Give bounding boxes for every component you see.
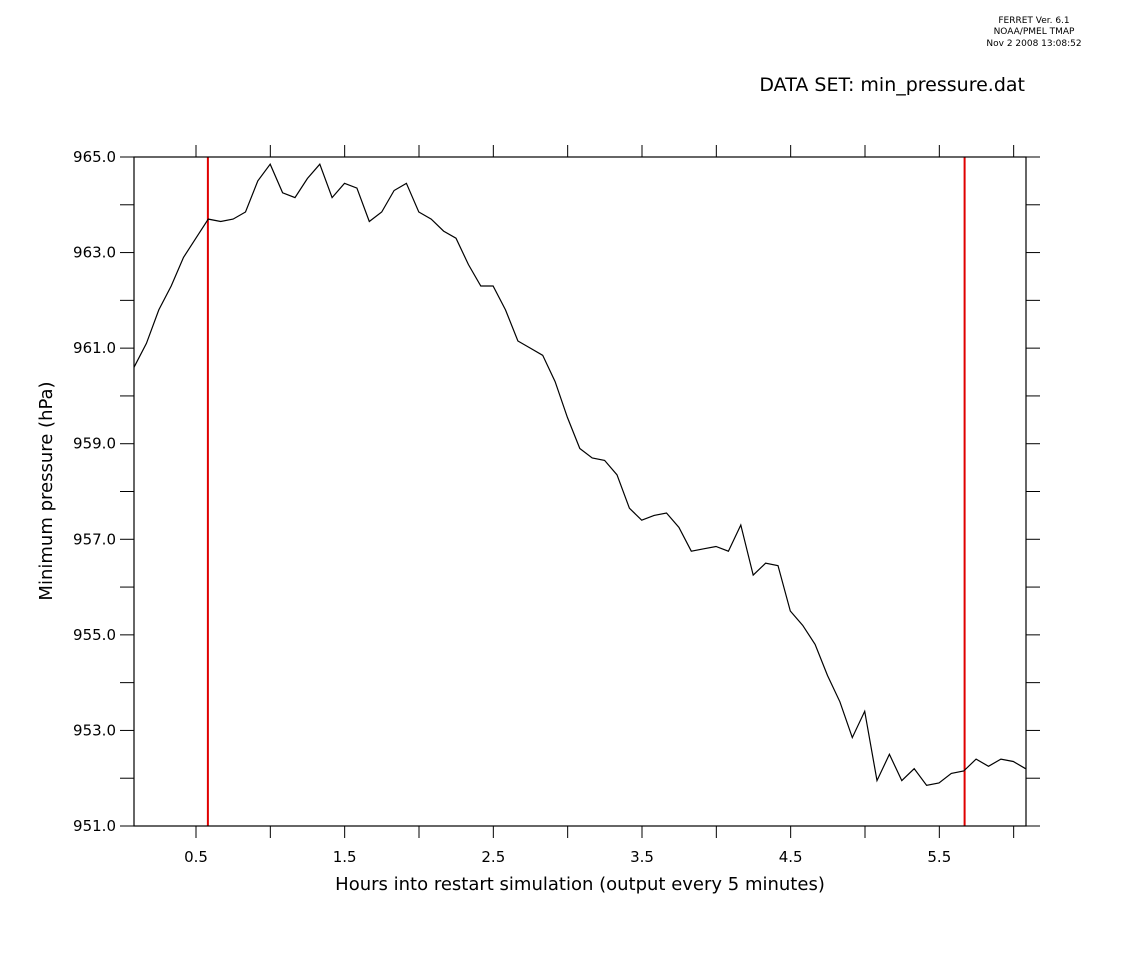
vertical-markers xyxy=(206,157,966,826)
y-tick-label: 957.0 xyxy=(73,530,116,548)
dataset-label: DATA SET: min_pressure.dat xyxy=(759,74,1025,96)
y-tick-label: 963.0 xyxy=(73,244,116,262)
y-tick-label: 953.0 xyxy=(73,721,116,739)
y-tick-label: 961.0 xyxy=(73,339,116,357)
timestamp-stamp: Nov 2 2008 13:08:52 xyxy=(986,39,1081,49)
pressure-series-line xyxy=(133,163,1026,787)
ferret-version-stamp: FERRET Ver. 6.1 xyxy=(998,16,1069,26)
y-tick-label: 965.0 xyxy=(73,148,116,166)
org-stamp: NOAA/PMEL TMAP xyxy=(994,27,1075,37)
x-tick-label: 4.5 xyxy=(779,848,803,866)
y-tick-label: 955.0 xyxy=(73,626,116,644)
y-tick-label: 951.0 xyxy=(73,817,116,835)
x-tick-label: 3.5 xyxy=(630,848,654,866)
x-tick-label: 2.5 xyxy=(481,848,505,866)
x-tick-label: 0.5 xyxy=(184,848,208,866)
x-tick-label: 5.5 xyxy=(927,848,951,866)
x-axis-label: Hours into restart simulation (output ev… xyxy=(335,874,825,895)
plot-frame xyxy=(133,156,1027,827)
y-tick-label: 959.0 xyxy=(73,435,116,453)
y-axis-label: Minimum pressure (hPa) xyxy=(36,381,57,600)
tick-labels: 951.0 953.0 955.0 957.0 959.0 961.0 963.0 965.0… xyxy=(73,148,951,866)
axis-ticks xyxy=(120,145,1040,838)
x-tick-label: 1.5 xyxy=(333,848,357,866)
